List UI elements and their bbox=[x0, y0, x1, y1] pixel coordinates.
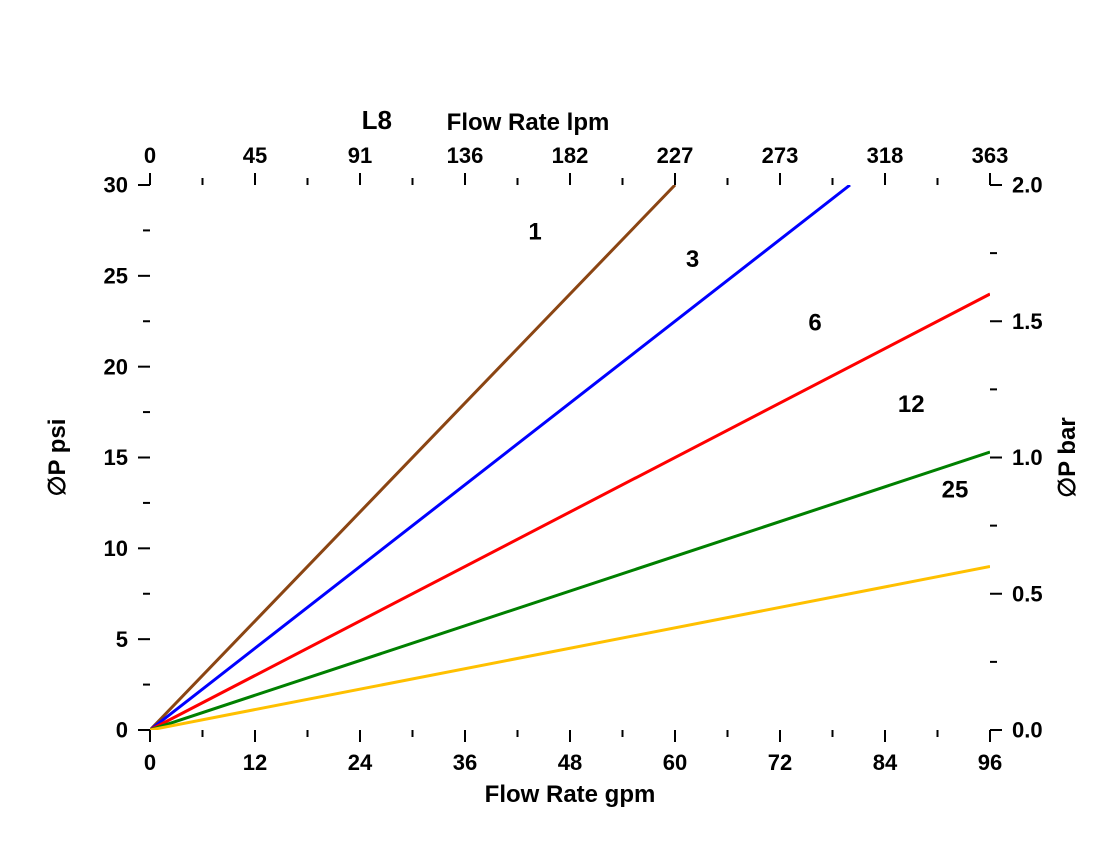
x-bottom-tick-label: 48 bbox=[558, 750, 582, 775]
series-label-25: 25 bbox=[942, 476, 969, 503]
chart-l8-label: L8 bbox=[362, 105, 392, 135]
y-left-tick-label: 25 bbox=[104, 264, 128, 289]
x-top-tick-label: 318 bbox=[867, 143, 904, 168]
x-bottom-tick-label: 60 bbox=[663, 750, 687, 775]
x-bottom-tick-label: 36 bbox=[453, 750, 477, 775]
y-left-tick-label: 15 bbox=[104, 445, 128, 470]
x-top-axis-title: Flow Rate lpm bbox=[447, 109, 610, 136]
series-group bbox=[150, 185, 990, 730]
x-top-tick-label: 136 bbox=[447, 143, 484, 168]
x-top-tick-label: 45 bbox=[243, 143, 267, 168]
x-top-tick-label: 273 bbox=[762, 143, 799, 168]
series-line-6 bbox=[150, 294, 990, 730]
x-bottom-tick-label: 12 bbox=[243, 750, 267, 775]
x-top-tick-label: 0 bbox=[144, 143, 156, 168]
y-right-tick-label: 0.0 bbox=[1012, 718, 1043, 743]
chart-svg: 01224364860728496Flow Rate gpm0459113618… bbox=[0, 0, 1118, 860]
series-label-6: 6 bbox=[808, 309, 821, 336]
series-label-1: 1 bbox=[528, 219, 541, 246]
series-label-3: 3 bbox=[686, 246, 699, 273]
y-left-tick-label: 20 bbox=[104, 354, 128, 379]
x-bottom-tick-label: 96 bbox=[978, 750, 1002, 775]
x-top-tick-label: 91 bbox=[348, 143, 372, 168]
y-right-axis-title: ∅P bar bbox=[1054, 417, 1081, 498]
x-bottom-tick-label: 0 bbox=[144, 750, 156, 775]
y-right-tick-label: 2.0 bbox=[1012, 173, 1043, 198]
x-top-tick-label: 227 bbox=[657, 143, 694, 168]
y-left-tick-label: 5 bbox=[116, 627, 128, 652]
y-left-tick-label: 0 bbox=[116, 718, 128, 743]
x-top-tick-label: 363 bbox=[972, 143, 1009, 168]
y-left-axis-title: ∅P psi bbox=[44, 419, 71, 497]
chart-container: 01224364860728496Flow Rate gpm0459113618… bbox=[0, 0, 1118, 860]
x-bottom-axis-title: Flow Rate gpm bbox=[485, 781, 656, 808]
series-label-12: 12 bbox=[898, 391, 925, 418]
series-line-3 bbox=[150, 185, 850, 730]
y-right-tick-label: 1.5 bbox=[1012, 309, 1043, 334]
series-line-1 bbox=[150, 185, 675, 730]
y-right-tick-label: 1.0 bbox=[1012, 445, 1043, 470]
x-bottom-tick-label: 72 bbox=[768, 750, 792, 775]
y-left-tick-label: 10 bbox=[104, 536, 128, 561]
x-bottom-tick-label: 24 bbox=[348, 750, 373, 775]
x-top-tick-label: 182 bbox=[552, 143, 589, 168]
x-bottom-tick-label: 84 bbox=[873, 750, 898, 775]
y-left-tick-label: 30 bbox=[104, 173, 128, 198]
y-right-tick-label: 0.5 bbox=[1012, 581, 1043, 606]
